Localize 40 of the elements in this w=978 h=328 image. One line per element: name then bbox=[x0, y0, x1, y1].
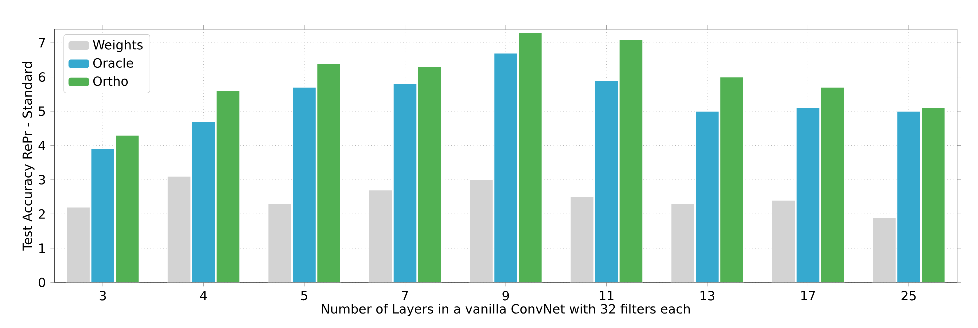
x-tick-label: 13 bbox=[700, 291, 715, 301]
y-tick-label: 3 bbox=[39, 175, 46, 185]
x-tick-label: 17 bbox=[802, 291, 816, 300]
bar bbox=[66, 206, 91, 283]
y-axis-title: Test Accuracy RePr - Standard bbox=[22, 62, 35, 251]
x-tick-label: 11 bbox=[600, 291, 614, 300]
bar bbox=[393, 84, 418, 283]
y-tick-label: 6 bbox=[39, 72, 46, 82]
x-tick-label: 25 bbox=[902, 291, 916, 301]
x-tick-label: 3 bbox=[100, 291, 106, 301]
x-tick-label: 5 bbox=[301, 291, 308, 301]
bar bbox=[469, 180, 494, 283]
x-axis-title: Number of Layers in a vanilla ConvNet with 32 filters each bbox=[322, 304, 690, 316]
y-tick-label: 1 bbox=[40, 244, 46, 254]
bar bbox=[192, 121, 216, 283]
y-tick-label: 0 bbox=[38, 278, 46, 288]
bar bbox=[670, 204, 696, 283]
bar bbox=[695, 111, 720, 283]
bar bbox=[872, 217, 897, 283]
bar bbox=[796, 108, 820, 283]
x-tick-label: 4 bbox=[200, 291, 208, 300]
bar bbox=[268, 204, 292, 283]
bar bbox=[494, 52, 518, 283]
bar bbox=[772, 200, 796, 283]
bar bbox=[167, 176, 192, 283]
bar bbox=[90, 148, 116, 283]
bar bbox=[368, 190, 393, 283]
bar bbox=[292, 87, 317, 283]
legend-label: Weights bbox=[93, 40, 143, 52]
x-tick-label: 9 bbox=[502, 291, 510, 301]
legend-label: Ortho bbox=[93, 76, 128, 86]
y-tick-label: 5 bbox=[39, 106, 46, 116]
y-tick-label: 4 bbox=[38, 141, 46, 150]
y-tick-label: 2 bbox=[39, 209, 45, 219]
y-tick-label: 7 bbox=[39, 38, 46, 48]
bar bbox=[896, 111, 922, 283]
bar bbox=[570, 196, 594, 283]
x-tick-label: 7 bbox=[402, 291, 408, 300]
bar bbox=[594, 80, 619, 283]
legend-label: Oracle bbox=[93, 58, 134, 68]
